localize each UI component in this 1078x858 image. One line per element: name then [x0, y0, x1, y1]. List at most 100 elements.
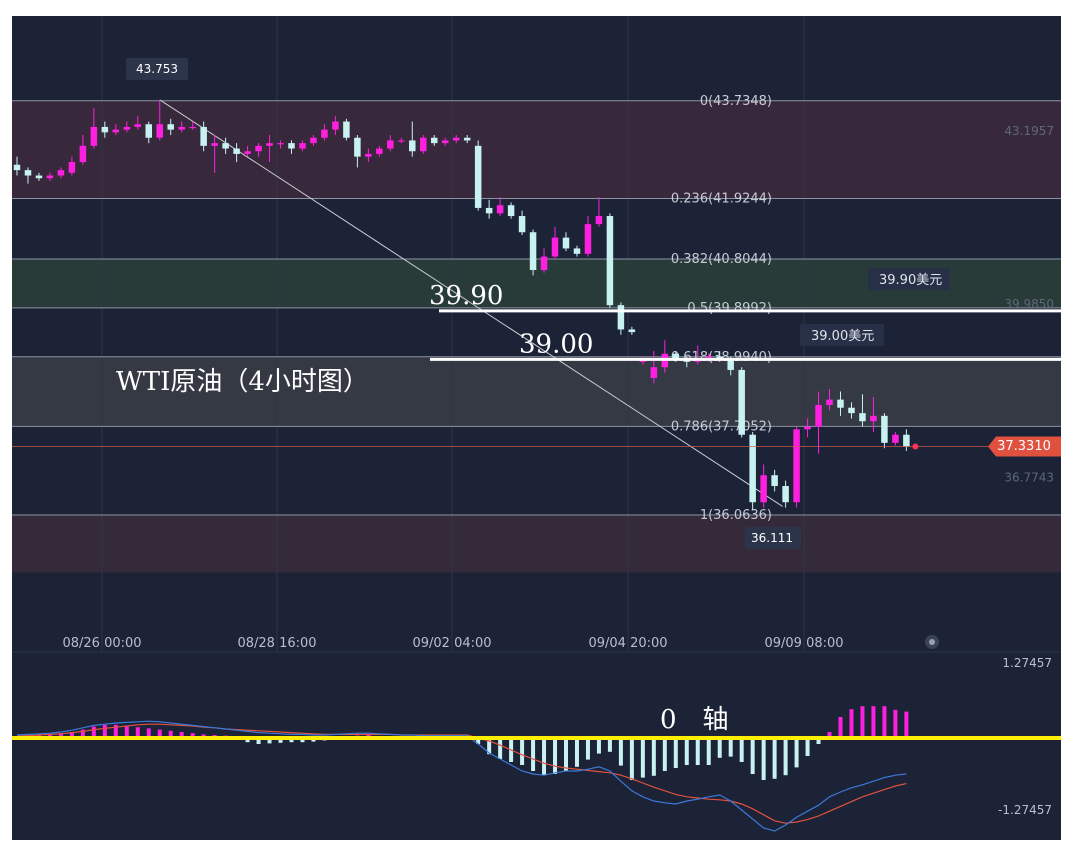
candle-body: [343, 121, 350, 138]
macd-histogram-bar: [805, 738, 810, 756]
macd-histogram-bar: [267, 738, 272, 744]
candle-body: [321, 129, 328, 138]
candle-body: [881, 415, 888, 443]
last-price-badge: [988, 436, 1061, 457]
candle-body: [771, 475, 778, 487]
candle-body: [793, 429, 800, 503]
macd-axis-top: 1.27457: [1002, 656, 1052, 670]
candle-body: [595, 216, 603, 225]
candle-body: [277, 143, 284, 145]
time-label-top-0: 08/26 00:00: [62, 636, 141, 651]
price-tick-2: 36.7743: [1004, 471, 1054, 485]
key-level-tag-0: 39.90美元: [879, 273, 942, 288]
candle-body: [738, 369, 745, 435]
macd-histogram-bar: [651, 738, 656, 776]
candle-body: [727, 359, 734, 370]
fib-trend-line: [159, 99, 783, 507]
candle-body: [68, 162, 76, 173]
candle-body: [200, 126, 207, 146]
price-tick-1: 39.9850: [1004, 297, 1054, 311]
macd-histogram-bar: [618, 738, 623, 766]
macd-histogram-bar: [564, 738, 568, 771]
candle-body: [716, 356, 723, 360]
macd-histogram-bar: [783, 738, 788, 776]
macd-histogram-bar: [717, 738, 722, 758]
candle-body: [584, 224, 592, 254]
candle-body: [518, 216, 526, 233]
candle-body: [672, 353, 680, 360]
low-marker-box: [745, 527, 801, 549]
macd-histogram-bar: [289, 738, 294, 743]
macd-histogram-bar: [520, 738, 525, 765]
candle-body: [376, 148, 383, 154]
time-label-top-2: 09/02 04:00: [412, 636, 491, 651]
chart-window: 0(43.7348) 0.236(41.9244) 0.382(40.8044) 0.…: [12, 16, 1061, 840]
fib-band-0: [12, 100, 1061, 199]
macd-histogram-bar: [871, 706, 876, 738]
macd-histogram-bar: [168, 730, 173, 738]
candle-body: [167, 124, 174, 130]
fib-label-6: 1(36.0636): [700, 508, 772, 523]
candle-body: [79, 145, 87, 163]
macd-histogram-bar: [728, 738, 733, 757]
macd-dif-line: [16, 720, 907, 832]
candle-body: [650, 367, 658, 379]
key-level-tag-1: 39.00美元: [811, 329, 874, 344]
macd-histogram-bar: [179, 732, 184, 738]
candle-body: [529, 232, 537, 271]
fib-label-5: 0.786(37.7052): [671, 419, 772, 434]
macd-histogram-bar: [531, 738, 536, 771]
macd-histogram-bar: [596, 738, 601, 754]
key-level-tag-bg-0: [868, 268, 950, 290]
candle-body: [749, 434, 756, 503]
candle-body: [57, 170, 65, 176]
macd-histogram-bar: [816, 738, 821, 744]
candle-body: [496, 205, 504, 214]
fib-label-2: 0.382(40.8044): [671, 252, 772, 267]
macd-histogram-bar: [860, 706, 865, 738]
macd-histogram-bar: [146, 728, 151, 738]
candle-body: [13, 164, 21, 171]
candle-body: [507, 205, 515, 217]
last-price-label: 37.3310: [997, 439, 1051, 454]
macd-histogram-bar: [893, 709, 898, 738]
candle-body: [826, 399, 833, 406]
fib-label-1: 0.236(41.9244): [671, 192, 772, 207]
key-level-value-0: 39.90: [429, 281, 503, 311]
candle-body: [90, 126, 98, 146]
macd-histogram-bar: [706, 738, 711, 765]
candle-body: [420, 137, 427, 152]
macd-histogram-bar: [498, 738, 503, 759]
scroll-dot-center: [929, 639, 935, 645]
time-label-top-3: 09/04 20:00: [588, 636, 667, 651]
candle-body: [573, 248, 581, 254]
macd-histogram-bar: [487, 738, 492, 755]
candle-body: [606, 216, 614, 306]
candle-body: [815, 405, 822, 427]
candle-body: [859, 413, 866, 422]
fib-band-2: [12, 356, 1061, 427]
candle-body: [145, 124, 153, 138]
candle-body: [299, 143, 306, 149]
candle-body: [903, 434, 910, 447]
candle-body: [409, 140, 416, 152]
last-price-dot: [912, 443, 919, 450]
macd-histogram-bar: [673, 738, 678, 768]
candle-body: [848, 407, 855, 414]
macd-histogram-bar: [849, 709, 854, 738]
macd-histogram-bar: [662, 738, 667, 771]
fib-label-0: 0(43.7348): [700, 94, 772, 109]
candle-body: [430, 137, 438, 144]
candle-body: [474, 145, 482, 208]
candle-body: [540, 256, 548, 271]
macd-zero-axis-label: 0 轴: [660, 705, 729, 735]
time-label-top-1: 08/28 16:00: [237, 636, 316, 651]
candle-body: [892, 434, 899, 443]
macd-histogram-bar: [882, 706, 887, 738]
macd-histogram-bar: [750, 738, 755, 774]
macd-histogram-bar: [542, 738, 547, 776]
candle-body: [617, 305, 625, 330]
time-label-top-4: 09/09 08:00: [764, 636, 843, 651]
macd-histogram-bar: [838, 717, 843, 738]
macd-histogram-bar: [684, 738, 689, 765]
